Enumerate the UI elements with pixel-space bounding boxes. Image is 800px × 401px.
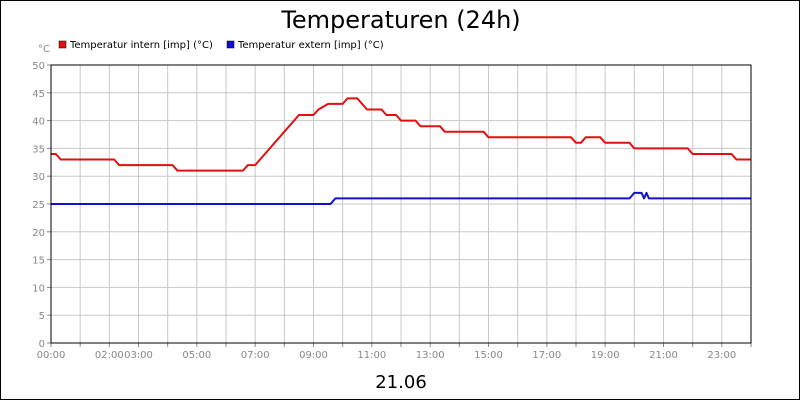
legend-swatch-intern: [58, 40, 67, 49]
y-tick-label: 50: [32, 61, 45, 72]
y-tick-label: 0: [39, 339, 45, 350]
x-tick-label: 05:00: [182, 350, 211, 361]
y-tick-label: 5: [39, 311, 45, 322]
y-tick-label: 30: [32, 172, 45, 183]
x-tick-label: 21:00: [649, 350, 678, 361]
chart-title: Temperaturen (24h): [280, 6, 520, 34]
y-tick-label: 25: [32, 200, 45, 211]
x-tick-label: 19:00: [591, 350, 620, 361]
series-lines: [51, 97, 751, 205]
x-tick-label: 17:00: [532, 350, 561, 361]
y-unit-label: °C: [38, 44, 50, 55]
date-label: 21.06: [375, 372, 427, 393]
x-tick-label: 13:00: [416, 350, 445, 361]
legend-label-intern: Temperatur intern [imp] (°C): [69, 40, 213, 51]
x-tick-label: 11:00: [357, 350, 386, 361]
y-tick-label: 10: [32, 283, 45, 294]
y-tick-label: 20: [32, 228, 45, 239]
series-line-intern: [51, 97, 751, 172]
legend: Temperatur intern [imp] (°C) Temperatur …: [58, 40, 384, 51]
x-tick-label: 09:00: [299, 350, 328, 361]
plot-border: [50, 64, 752, 344]
x-tick-label: 23:00: [707, 350, 736, 361]
y-tick-label: 45: [32, 89, 45, 100]
x-tick-label: 02:00: [95, 350, 124, 361]
series-line-extern: [51, 191, 751, 205]
y-tick-label: 15: [32, 256, 45, 267]
x-tick-label: 03:00: [124, 350, 153, 361]
x-tick-label: 00:00: [37, 350, 66, 361]
y-tick-label: 40: [32, 117, 45, 128]
legend-swatch-extern: [226, 40, 235, 49]
x-tick-label: 15:00: [474, 350, 503, 361]
y-axis-ticks: 0 5 10 15 20 25 30 35 40 45 50: [32, 61, 51, 350]
x-axis-ticks: 00:00 02:00 03:00 05:00 07:00 09:00 11:00 13:00…: [37, 343, 752, 361]
x-tick-label: 07:00: [241, 350, 270, 361]
legend-label-extern: Temperatur extern [imp] (°C): [237, 40, 384, 51]
y-tick-label: 35: [32, 144, 45, 155]
